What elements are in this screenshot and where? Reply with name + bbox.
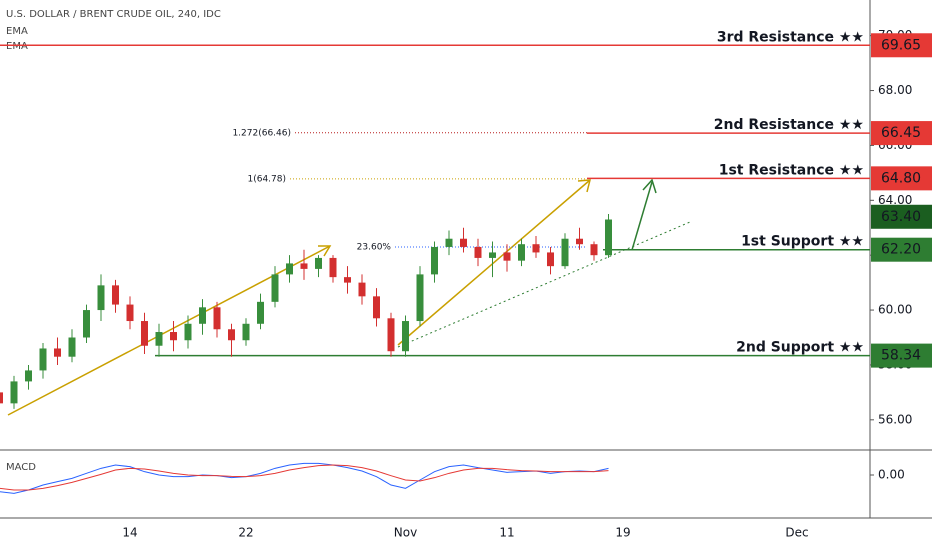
level-name: 3rd Resistance ★★ <box>717 29 864 45</box>
arrow-head <box>642 178 657 194</box>
trend-arrow <box>397 179 591 346</box>
price-box <box>871 343 932 368</box>
candle-body <box>0 392 3 404</box>
candle-body <box>286 263 293 275</box>
candle-body <box>97 285 105 311</box>
macd-line <box>0 464 609 491</box>
price-box-label: 58.34 <box>881 348 921 364</box>
y-tick-label: 64.00 <box>878 193 912 207</box>
candle-body <box>474 246 482 258</box>
candle-body <box>561 238 569 267</box>
candle-body <box>344 277 351 283</box>
candle-body <box>532 244 540 253</box>
fib-label: 23.60% <box>357 242 392 252</box>
candle-body <box>416 274 424 322</box>
price-box <box>871 121 932 146</box>
x-tick-label: Dec <box>785 526 808 540</box>
price-box-label: 64.80 <box>881 170 921 186</box>
price-box <box>871 33 932 58</box>
indicator-label: EMA <box>6 41 28 52</box>
candle-body <box>184 323 192 341</box>
last-price-box <box>871 204 932 229</box>
y-tick-label: 56.00 <box>878 412 912 426</box>
candle-body <box>242 323 250 341</box>
x-tick-label: 11 <box>499 526 514 540</box>
candle-body <box>39 348 47 371</box>
price-box <box>871 166 932 191</box>
x-tick-label: 19 <box>615 526 630 540</box>
last-price-label: 63.40 <box>881 209 921 225</box>
level-name: 2nd Resistance ★★ <box>714 117 864 133</box>
candle-body <box>315 257 322 269</box>
y-tick-label: 68.00 <box>878 83 912 97</box>
candle-body <box>460 238 467 247</box>
fib-label: 1(64.78) <box>247 174 286 184</box>
candle-body <box>300 263 308 269</box>
trend-arrow <box>7 245 331 416</box>
candle-body <box>141 321 148 346</box>
candle-body <box>329 257 337 278</box>
candle-body <box>431 246 438 275</box>
candle-body <box>518 244 525 261</box>
candle-body <box>213 307 221 330</box>
macd-title: MACD <box>6 462 36 473</box>
price-box <box>871 237 932 262</box>
candle-body <box>445 238 453 247</box>
candle-body <box>25 370 32 382</box>
annotations <box>7 178 691 416</box>
candle-body <box>112 285 119 305</box>
y-tick-label: 60.00 <box>878 303 912 317</box>
x-tick-label: 14 <box>122 526 137 540</box>
x-tick-label: 22 <box>238 526 253 540</box>
price-box-label: 62.20 <box>881 242 921 258</box>
candle-body <box>68 337 76 357</box>
candle-body <box>373 296 380 319</box>
candle-body <box>155 332 163 346</box>
candle-body <box>271 274 279 302</box>
candle-body <box>83 310 90 338</box>
candle-body <box>257 301 264 324</box>
candle-body <box>387 318 395 352</box>
macd-line <box>0 462 609 494</box>
projection-arrow <box>631 181 653 251</box>
x-tick-label: Nov <box>394 526 417 540</box>
candle-body <box>605 219 612 256</box>
candle-body <box>590 244 598 256</box>
candle-body <box>228 329 235 341</box>
fib-label: 1.272(66.46) <box>232 128 291 138</box>
y-tick-label: 0.00 <box>878 468 905 482</box>
price-box-label: 66.45 <box>881 125 921 141</box>
candle-body <box>54 348 61 357</box>
chart-title: U.S. DOLLAR / BRENT CRUDE OIL, 240, IDC <box>6 9 221 20</box>
candle-body <box>402 321 409 352</box>
candle-body <box>126 304 134 322</box>
candle-body <box>10 381 18 404</box>
level-name: 2nd Support ★★ <box>736 340 864 356</box>
candle-body <box>358 282 366 297</box>
candle-body <box>170 332 177 341</box>
level-name: 1st Resistance ★★ <box>719 162 864 178</box>
price-box-label: 69.65 <box>881 37 921 53</box>
candle-body <box>489 252 496 258</box>
arrow-head <box>577 179 591 193</box>
candle-body <box>503 252 511 261</box>
candle-body <box>547 252 554 267</box>
indicator-label: EMA <box>6 26 28 37</box>
arrow-head <box>318 245 332 257</box>
candle-body <box>199 307 206 324</box>
candle-body <box>576 238 583 245</box>
level-name: 1st Support ★★ <box>741 234 864 250</box>
